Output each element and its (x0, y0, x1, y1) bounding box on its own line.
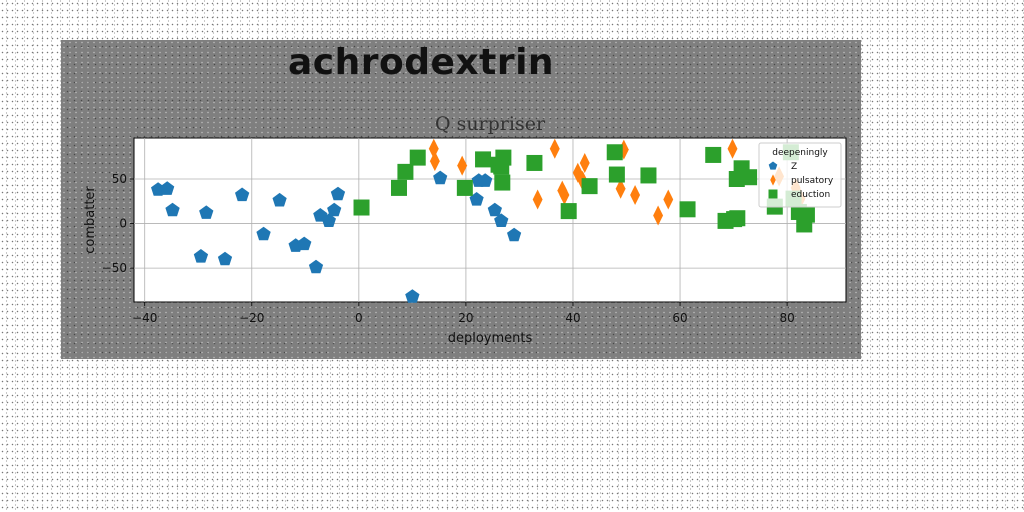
data-point (532, 189, 543, 210)
legend-marker (770, 174, 776, 186)
legend-box (758, 142, 842, 208)
x-tick-label: 40 (565, 311, 580, 325)
data-point (494, 174, 511, 191)
data-point (193, 249, 209, 263)
x-tick-label: 20 (458, 311, 473, 325)
x-tick-label: 0 (355, 311, 363, 325)
data-point (494, 213, 509, 227)
data-point (433, 170, 448, 185)
data-point (327, 202, 342, 217)
y-tick-label: 0 (119, 217, 127, 231)
data-marks (151, 138, 815, 303)
data-point (581, 178, 598, 195)
data-point (487, 202, 502, 217)
data-point (663, 189, 674, 210)
data-point (321, 213, 336, 227)
y-axis-label: combatter (83, 186, 98, 254)
data-point (475, 151, 492, 168)
data-point (353, 199, 370, 216)
data-point (160, 181, 175, 195)
data-point (397, 163, 414, 180)
data-point (330, 186, 346, 201)
data-point (679, 201, 696, 218)
legend-label: Z (791, 162, 797, 172)
legend-marker (768, 189, 778, 199)
x-tick-label: −40 (132, 311, 157, 325)
data-point (560, 203, 577, 220)
series-z (151, 170, 522, 303)
data-point (428, 138, 439, 159)
data-point (727, 138, 738, 159)
data-point (526, 154, 543, 171)
data-point (559, 185, 570, 206)
chart-title: Q surpriser (435, 113, 546, 135)
legend-label: eduction (791, 190, 830, 200)
data-point (256, 226, 271, 241)
data-point (653, 205, 664, 226)
legend-marker (768, 161, 778, 170)
data-point (165, 202, 180, 217)
x-tick-label: 60 (672, 311, 687, 325)
legend-label: pulsatory (791, 176, 834, 186)
data-point (741, 169, 758, 186)
data-point (405, 289, 420, 303)
data-point (272, 192, 287, 207)
data-point (507, 227, 522, 242)
x-tick-label: 80 (779, 311, 794, 325)
x-axis-label: deployments (448, 331, 533, 346)
data-point (308, 259, 324, 274)
x-tick-label: −20 (239, 311, 264, 325)
data-point (729, 210, 746, 227)
data-point (478, 173, 493, 187)
data-point (549, 138, 560, 159)
data-point (235, 187, 250, 202)
data-point (297, 236, 312, 251)
data-point (705, 146, 722, 163)
series-eduction (353, 144, 815, 233)
data-point (615, 178, 626, 199)
y-tick-label: 50 (112, 172, 127, 186)
data-point (579, 152, 590, 173)
data-point (457, 155, 468, 176)
data-point (495, 149, 512, 166)
data-point (409, 149, 426, 166)
data-point (630, 185, 641, 206)
data-point (456, 179, 473, 196)
figure-suptitle: achrodextrin (287, 42, 555, 83)
data-point (429, 151, 440, 172)
data-point (606, 144, 623, 161)
y-tick-label: −50 (102, 261, 127, 275)
data-point (199, 205, 214, 219)
data-point (390, 179, 407, 196)
data-point (572, 162, 583, 183)
data-point (217, 251, 233, 266)
data-point (640, 167, 657, 184)
data-point (469, 192, 484, 206)
data-point (798, 206, 815, 223)
legend-title: deepeningly (772, 148, 828, 158)
data-point (608, 166, 625, 183)
axis-ticks: −40 −20 0 20 40 60 80 −50 0 50 (102, 172, 795, 325)
